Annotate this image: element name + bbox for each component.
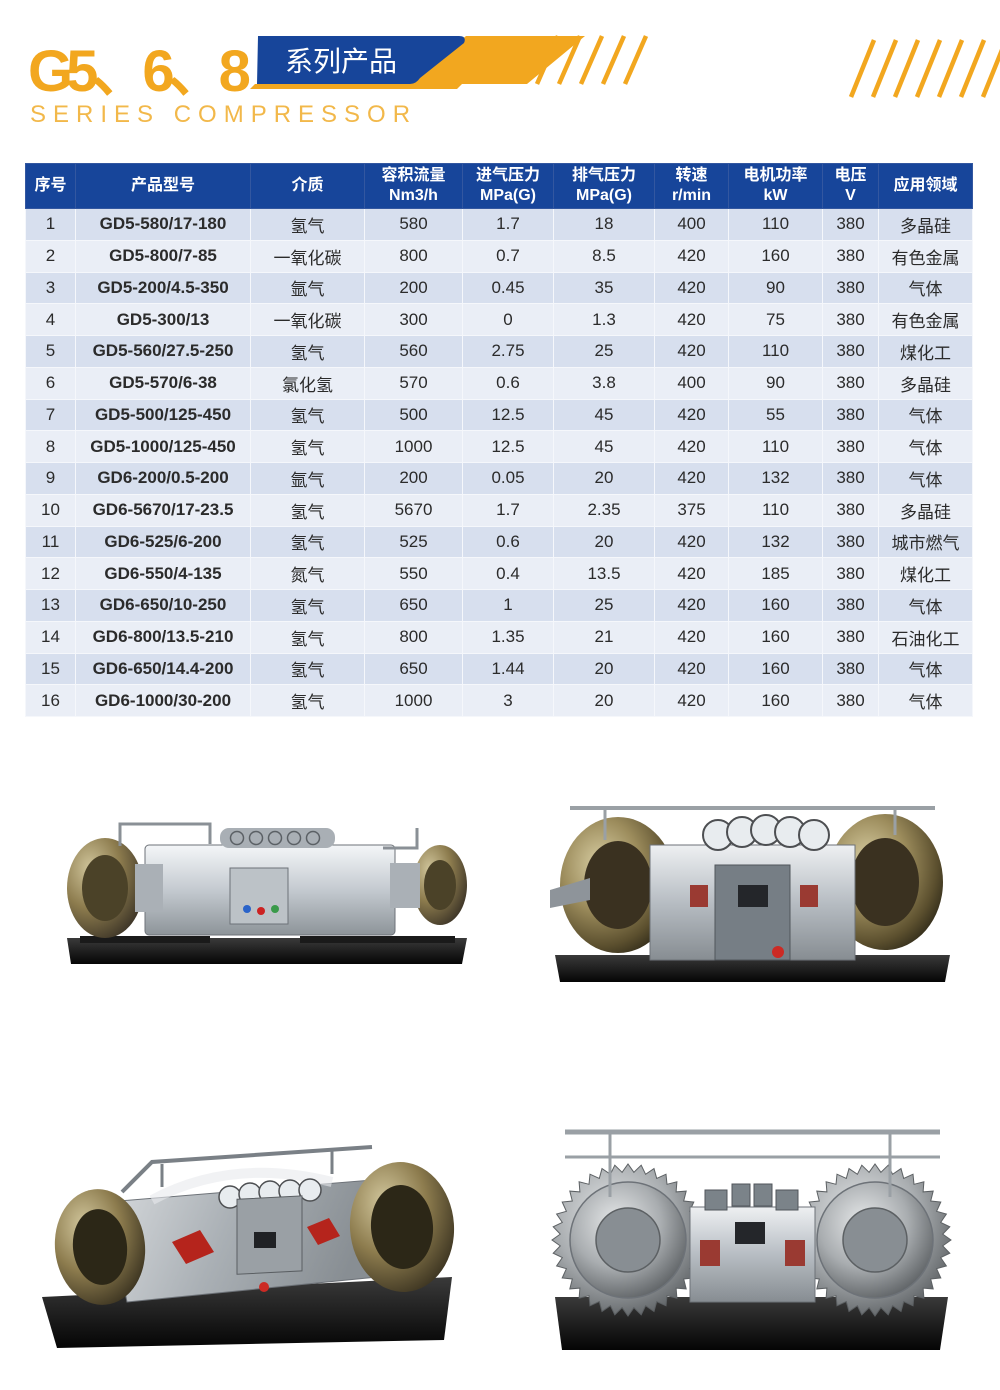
svg-text:系列产品: 系列产品 [285, 40, 397, 80]
